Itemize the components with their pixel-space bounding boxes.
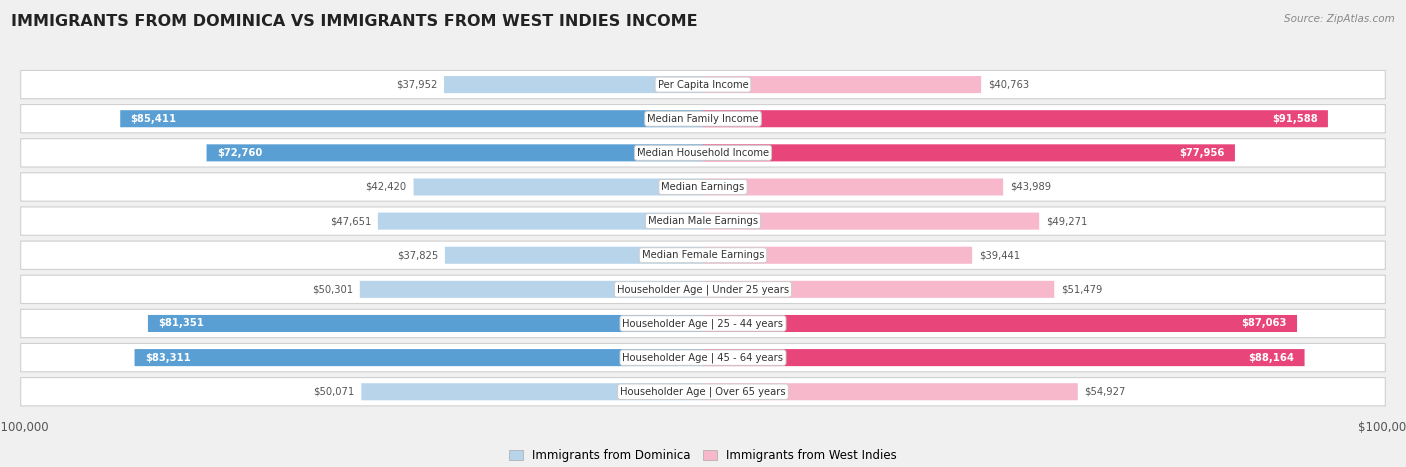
Text: $81,351: $81,351: [157, 318, 204, 328]
Text: $88,164: $88,164: [1249, 353, 1295, 362]
FancyBboxPatch shape: [121, 110, 703, 127]
Text: $87,063: $87,063: [1241, 318, 1286, 328]
Text: Median Male Earnings: Median Male Earnings: [648, 216, 758, 226]
FancyBboxPatch shape: [703, 110, 1327, 127]
FancyBboxPatch shape: [148, 315, 703, 332]
Text: $43,989: $43,989: [1010, 182, 1052, 192]
Text: $51,479: $51,479: [1062, 284, 1102, 294]
Text: Median Household Income: Median Household Income: [637, 148, 769, 158]
Text: $37,952: $37,952: [396, 79, 437, 90]
FancyBboxPatch shape: [21, 207, 1385, 235]
Text: Median Earnings: Median Earnings: [661, 182, 745, 192]
Text: Householder Age | Under 25 years: Householder Age | Under 25 years: [617, 284, 789, 295]
FancyBboxPatch shape: [703, 247, 972, 264]
Text: Householder Age | 25 - 44 years: Householder Age | 25 - 44 years: [623, 318, 783, 329]
Text: $42,420: $42,420: [366, 182, 406, 192]
Text: $77,956: $77,956: [1180, 148, 1225, 158]
Text: $47,651: $47,651: [329, 216, 371, 226]
Text: Householder Age | 45 - 64 years: Householder Age | 45 - 64 years: [623, 353, 783, 363]
FancyBboxPatch shape: [21, 241, 1385, 269]
FancyBboxPatch shape: [703, 144, 1234, 162]
Text: $72,760: $72,760: [217, 148, 262, 158]
Text: $54,927: $54,927: [1084, 387, 1126, 397]
FancyBboxPatch shape: [207, 144, 703, 162]
FancyBboxPatch shape: [21, 173, 1385, 201]
Text: $39,441: $39,441: [979, 250, 1021, 260]
FancyBboxPatch shape: [360, 281, 703, 298]
Text: Source: ZipAtlas.com: Source: ZipAtlas.com: [1284, 14, 1395, 24]
FancyBboxPatch shape: [444, 247, 703, 264]
FancyBboxPatch shape: [378, 212, 703, 230]
Text: $50,301: $50,301: [312, 284, 353, 294]
FancyBboxPatch shape: [21, 275, 1385, 304]
Text: Householder Age | Over 65 years: Householder Age | Over 65 years: [620, 387, 786, 397]
Text: $91,588: $91,588: [1272, 114, 1317, 124]
FancyBboxPatch shape: [135, 349, 703, 366]
Legend: Immigrants from Dominica, Immigrants from West Indies: Immigrants from Dominica, Immigrants fro…: [505, 444, 901, 467]
FancyBboxPatch shape: [21, 343, 1385, 372]
FancyBboxPatch shape: [703, 281, 1054, 298]
FancyBboxPatch shape: [703, 178, 1002, 196]
Text: Per Capita Income: Per Capita Income: [658, 79, 748, 90]
FancyBboxPatch shape: [361, 383, 703, 400]
FancyBboxPatch shape: [413, 178, 703, 196]
FancyBboxPatch shape: [444, 76, 703, 93]
FancyBboxPatch shape: [703, 349, 1305, 366]
FancyBboxPatch shape: [21, 139, 1385, 167]
Text: $40,763: $40,763: [988, 79, 1029, 90]
Text: $49,271: $49,271: [1046, 216, 1087, 226]
Text: Median Female Earnings: Median Female Earnings: [641, 250, 765, 260]
FancyBboxPatch shape: [21, 105, 1385, 133]
FancyBboxPatch shape: [21, 309, 1385, 338]
Text: $50,071: $50,071: [314, 387, 354, 397]
FancyBboxPatch shape: [703, 383, 1078, 400]
FancyBboxPatch shape: [703, 212, 1039, 230]
Text: $37,825: $37,825: [396, 250, 439, 260]
FancyBboxPatch shape: [21, 71, 1385, 99]
Text: IMMIGRANTS FROM DOMINICA VS IMMIGRANTS FROM WEST INDIES INCOME: IMMIGRANTS FROM DOMINICA VS IMMIGRANTS F…: [11, 14, 697, 29]
FancyBboxPatch shape: [703, 76, 981, 93]
FancyBboxPatch shape: [703, 315, 1298, 332]
Text: $83,311: $83,311: [145, 353, 191, 362]
Text: Median Family Income: Median Family Income: [647, 114, 759, 124]
FancyBboxPatch shape: [21, 378, 1385, 406]
Text: $85,411: $85,411: [131, 114, 177, 124]
